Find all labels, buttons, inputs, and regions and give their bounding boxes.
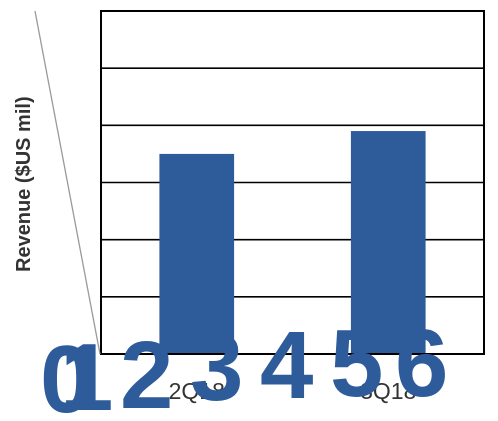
bar-3q18: [350, 131, 426, 354]
x-tick-label-2q18: 2Q18: [169, 378, 225, 404]
x-tick-label-3q18: 3Q18: [360, 378, 416, 404]
garbled-tick-glyph-4: 4: [260, 312, 313, 419]
plot-frame: [100, 10, 485, 355]
garbled-tick-glyph-1: 1: [60, 324, 113, 421]
garbled-tick-glyph-5: 5: [330, 310, 383, 417]
bars: [159, 131, 426, 354]
garbled-y-tick-labels: 01 2 3 4 5 6: [40, 310, 448, 421]
bar-2q18: [159, 153, 235, 354]
x-tick-labels: 2Q18 3Q18: [169, 378, 417, 404]
y-axis-label: Revenue ($US mil): [13, 96, 35, 272]
garbled-tick-glyph-6: 6: [395, 310, 448, 417]
garbled-tick-glyph-0: 0: [40, 326, 93, 421]
grid-lines: [101, 10, 484, 298]
garbled-tick-glyph-2: 2: [120, 322, 173, 421]
garbled-tick-glyph-3: 3: [190, 314, 243, 421]
axis-leader-line: [34, 10, 101, 355]
